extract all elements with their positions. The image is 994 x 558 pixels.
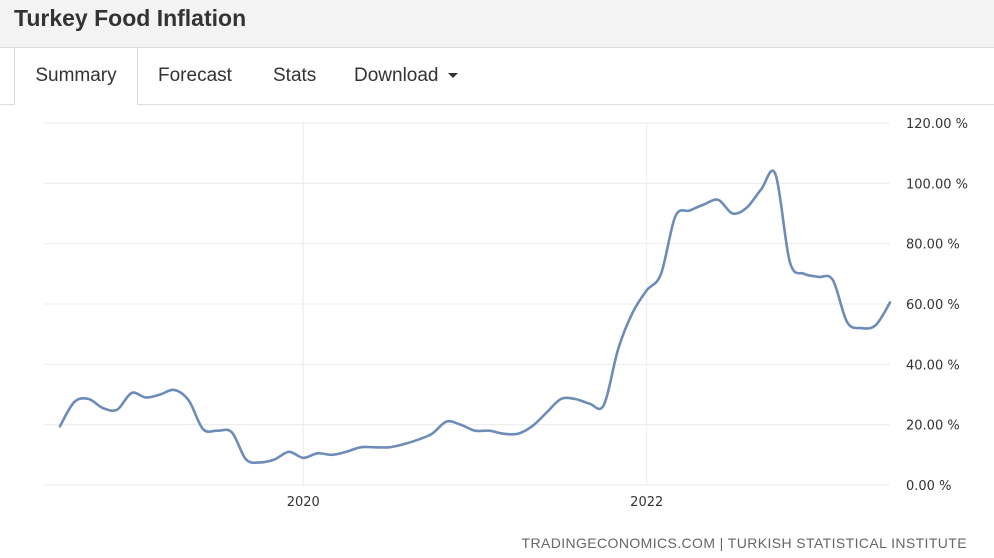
data-point bbox=[287, 450, 291, 454]
data-point bbox=[645, 288, 649, 292]
data-point bbox=[273, 457, 277, 461]
data-point bbox=[673, 215, 677, 219]
data-point bbox=[187, 399, 191, 403]
data-point bbox=[874, 323, 878, 327]
data-point bbox=[587, 402, 591, 406]
data-point bbox=[502, 432, 506, 436]
data-point bbox=[630, 311, 634, 315]
x-tick-label: 2020 bbox=[287, 495, 320, 510]
data-point bbox=[716, 198, 720, 202]
data-point bbox=[559, 397, 563, 401]
data-point bbox=[115, 408, 119, 412]
data-point bbox=[244, 457, 248, 461]
data-point bbox=[430, 432, 434, 436]
caret-down-icon bbox=[447, 73, 458, 79]
data-points bbox=[58, 172, 892, 464]
data-point bbox=[230, 430, 234, 434]
y-tick-label: 80.00 % bbox=[906, 238, 960, 253]
data-point bbox=[573, 397, 577, 401]
data-point bbox=[487, 429, 491, 433]
y-axis-ticks: 0.00 % 20.00 % 40.00 % 60.00 % 80.00 % 100.00… bbox=[906, 117, 968, 494]
data-point bbox=[831, 278, 835, 282]
x-tick-label: 2022 bbox=[630, 495, 663, 510]
tab-stats-label: Stats bbox=[273, 65, 317, 86]
tab-summary[interactable]: Summary bbox=[14, 48, 138, 105]
data-point bbox=[745, 205, 749, 209]
data-point bbox=[87, 397, 91, 401]
data-point bbox=[316, 451, 320, 455]
data-point bbox=[459, 423, 463, 427]
data-point bbox=[731, 212, 735, 216]
data-point bbox=[602, 403, 606, 407]
chart-grid bbox=[44, 122, 890, 486]
data-point bbox=[401, 442, 405, 446]
y-tick-label: 60.00 % bbox=[906, 298, 960, 313]
data-point bbox=[101, 406, 105, 410]
data-point bbox=[58, 424, 62, 428]
data-point bbox=[802, 272, 806, 276]
data-point bbox=[759, 187, 763, 191]
data-point bbox=[215, 429, 219, 433]
data-point bbox=[416, 438, 420, 442]
x-axis-ticks: 2020 2022 bbox=[287, 495, 664, 510]
data-point bbox=[130, 391, 134, 395]
tab-summary-label: Summary bbox=[35, 65, 117, 86]
tab-download[interactable]: Download bbox=[354, 48, 458, 104]
data-point bbox=[201, 427, 205, 431]
data-point bbox=[387, 445, 391, 449]
y-tick-label: 40.00 % bbox=[906, 358, 960, 373]
data-point bbox=[359, 445, 363, 449]
tab-download-label: Download bbox=[354, 65, 439, 86]
data-point bbox=[688, 208, 692, 212]
data-point bbox=[444, 420, 448, 424]
data-point bbox=[373, 445, 377, 449]
data-point bbox=[473, 429, 477, 433]
y-tick-label: 20.00 % bbox=[906, 419, 960, 434]
page-title: Turkey Food Inflation bbox=[14, 5, 247, 31]
data-point bbox=[301, 456, 305, 460]
title-bar: Turkey Food Inflation bbox=[0, 0, 994, 48]
data-point bbox=[845, 320, 849, 324]
data-point bbox=[344, 450, 348, 454]
data-point bbox=[816, 275, 820, 279]
data-point bbox=[659, 272, 663, 276]
data-point bbox=[72, 400, 76, 404]
line-chart: 0.00 % 20.00 % 40.00 % 60.00 % 80.00 % 100.00… bbox=[44, 117, 968, 510]
data-point bbox=[258, 460, 262, 464]
data-point bbox=[172, 388, 176, 392]
data-point bbox=[158, 393, 162, 397]
series-line bbox=[58, 169, 892, 465]
data-point bbox=[788, 260, 792, 264]
data-point bbox=[702, 202, 706, 206]
data-point bbox=[888, 300, 892, 304]
tab-forecast[interactable]: Forecast bbox=[158, 48, 232, 104]
y-tick-label: 0.00 % bbox=[906, 479, 951, 494]
source-credit: TRADINGECONOMICS.COM | TURKISH STATISTIC… bbox=[521, 535, 967, 551]
data-point bbox=[516, 432, 520, 436]
tab-forecast-label: Forecast bbox=[158, 65, 232, 86]
data-point bbox=[545, 411, 549, 415]
data-point bbox=[859, 326, 863, 330]
data-point bbox=[616, 347, 620, 351]
data-point bbox=[144, 396, 148, 400]
y-tick-label: 120.00 % bbox=[906, 117, 968, 132]
y-tick-label: 100.00 % bbox=[906, 177, 968, 192]
data-point bbox=[530, 424, 534, 428]
tab-stats[interactable]: Stats bbox=[273, 48, 316, 104]
data-point bbox=[774, 172, 778, 176]
data-point bbox=[330, 453, 334, 457]
tab-bar: Summary Forecast Stats Download bbox=[0, 48, 994, 105]
